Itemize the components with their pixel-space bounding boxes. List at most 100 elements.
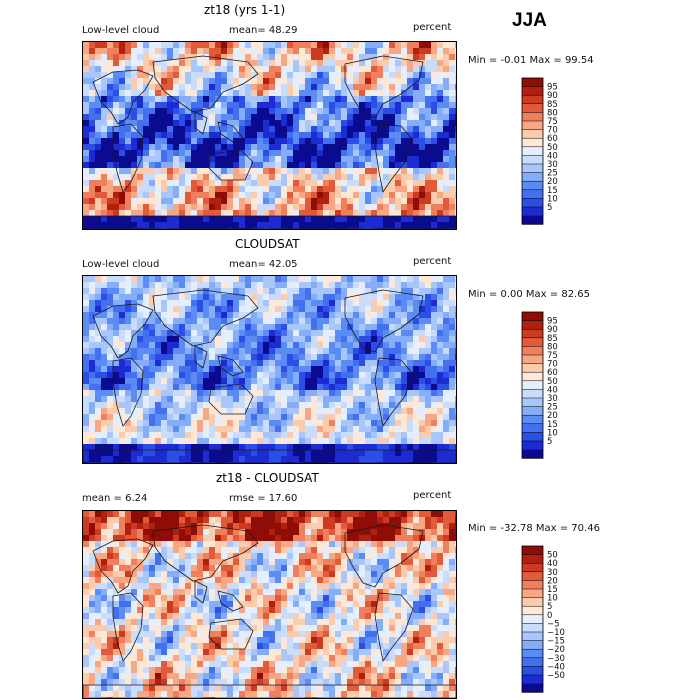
colorbar-swatch	[522, 657, 543, 667]
coastline	[152, 289, 259, 347]
panel-3-unit-label: percent	[413, 490, 452, 501]
colorbar-tick-label: 60	[547, 134, 558, 144]
colorbar-swatch	[522, 389, 543, 399]
map-svg	[83, 511, 456, 698]
coastline	[344, 55, 424, 119]
map-svg	[83, 42, 456, 229]
colorbar-tick-label: 15	[547, 420, 558, 430]
coastline	[217, 355, 244, 377]
panel-3-map	[82, 510, 457, 699]
colorbar-tick-label: 85	[547, 334, 558, 344]
coastline	[344, 289, 424, 353]
colorbar-tick-label: −50	[547, 671, 565, 681]
colorbar-tick-label: 40	[547, 385, 558, 395]
colorbar-swatch	[522, 207, 543, 216]
colorbar-swatch	[522, 649, 543, 659]
colorbar-swatch	[522, 606, 543, 616]
colorbar-tick-label: 95	[547, 83, 558, 93]
coastline	[152, 55, 259, 113]
panel-3-colorbar: 50 40 30 20 15 10 5 0 −5 −10 −15 −20 −30 −40 −50	[521, 545, 565, 694]
coastline	[112, 592, 144, 662]
panel-1-colorbar: 95 90 85 80 75 70 60 50 40 30 25 20 15 10 5	[521, 77, 558, 226]
colorbar-swatch	[522, 546, 543, 555]
colorbar-tick-label: −30	[547, 654, 565, 664]
colorbar-swatch	[522, 337, 543, 347]
colorbar-swatch	[522, 423, 543, 433]
colorbar-tick-label: 10	[547, 428, 558, 438]
colorbar-tick-label: 90	[547, 91, 558, 101]
colorbar-swatch	[522, 146, 543, 156]
colorbar-tick-label: 80	[547, 342, 558, 352]
colorbar-swatch	[522, 215, 543, 225]
coastline	[208, 618, 254, 650]
colorbar-tick-label: −5	[547, 619, 560, 629]
colorbar-tick-label: 5	[547, 602, 552, 612]
coastline	[112, 123, 144, 193]
panel-2-variable-label: Low-level cloud	[82, 259, 160, 270]
colorbar-swatch	[522, 571, 543, 581]
panel-3-min-max: Min = -32.78 Max = 70.46	[468, 523, 600, 534]
colorbar-tick-label: 30	[547, 568, 558, 578]
colorbar-tick-label: 30	[547, 394, 558, 404]
colorbar-swatch	[522, 329, 543, 339]
colorbar-swatch	[522, 172, 543, 182]
colorbar-tick-label: 5	[547, 437, 552, 447]
panel-1-unit-label: percent	[413, 22, 452, 33]
colorbar-tick-label: −40	[547, 662, 565, 672]
colorbar-swatch	[522, 449, 543, 459]
map-svg	[83, 276, 456, 463]
colorbar-tick-label: −15	[547, 637, 565, 647]
coastline	[152, 524, 259, 582]
panel-1-min-max: Min = -0.01 Max = 99.54	[468, 55, 594, 66]
coastline	[92, 303, 154, 359]
colorbar-tick-label: 90	[547, 325, 558, 335]
colorbar-swatch	[522, 441, 543, 450]
colorbar-swatch	[522, 103, 543, 113]
colorbar-swatch	[522, 189, 543, 199]
colorbar-tick-label: 20	[547, 411, 558, 421]
coastline	[194, 345, 208, 369]
colorbar-swatch	[522, 86, 543, 96]
colorbar-tick-label: 25	[547, 403, 558, 413]
colorbar-tick-label: 50	[547, 377, 558, 387]
coastline	[344, 524, 424, 588]
colorbar-swatch	[522, 415, 543, 425]
coastline	[374, 357, 414, 427]
colorbar-swatch	[522, 363, 543, 373]
colorbar-tick-label: 10	[547, 194, 558, 204]
colorbar-swatch	[522, 554, 543, 564]
colorbar-swatch	[522, 138, 543, 148]
colorbar-tick-label: 15	[547, 585, 558, 595]
colorbar-swatch	[522, 580, 543, 590]
colorbar-swatch	[522, 121, 543, 130]
colorbar-swatch	[522, 614, 543, 624]
coastline	[194, 111, 208, 135]
colorbar-tick-label: 40	[547, 559, 558, 569]
panel-2-colorbar: 95 90 85 80 75 70 60 50 40 30 25 20 15 10 5	[521, 311, 558, 460]
colorbar-swatch	[522, 398, 543, 407]
colorbar-swatch	[522, 406, 543, 416]
panel-1-title: zt18 (yrs 1-1)	[204, 3, 286, 17]
panel-2-map	[82, 275, 457, 464]
panel-2-min-max: Min = 0.00 Max = 82.65	[468, 289, 590, 300]
colorbar-swatch	[522, 312, 543, 321]
colorbar-tick-label: 5	[547, 203, 552, 213]
coastline	[83, 449, 456, 463]
colorbar-tick-label: 50	[547, 143, 558, 153]
colorbar-tick-label: 20	[547, 576, 558, 586]
colorbar-swatch	[522, 683, 543, 693]
coastline	[194, 580, 208, 604]
colorbar-tick-label: 85	[547, 100, 558, 110]
colorbar-tick-label: 75	[547, 351, 558, 361]
coastline	[374, 592, 414, 662]
coastline	[217, 121, 244, 143]
colorbar-swatch	[522, 95, 543, 105]
panel-1-variable-label: Low-level cloud	[82, 25, 160, 36]
colorbar-tick-label: 10	[547, 594, 558, 604]
colorbar-tick-label: 95	[547, 317, 558, 327]
colorbar-swatch	[522, 129, 543, 139]
